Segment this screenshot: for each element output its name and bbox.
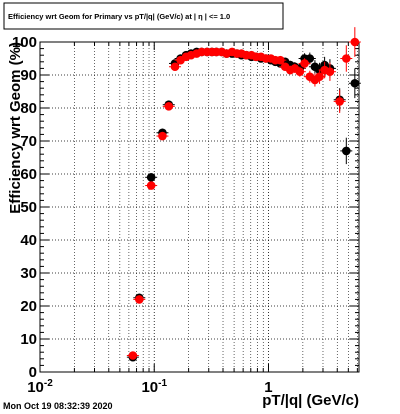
- chart-title: Efficiency wrt Geom for Primary vs pT/|q…: [8, 12, 230, 21]
- grid-lines: [40, 42, 359, 372]
- data-point: [158, 131, 167, 141]
- data-point: [170, 62, 180, 72]
- x-tick-label: 10-2: [27, 378, 53, 396]
- y-tick-label: 40: [20, 232, 37, 249]
- data-point: [335, 97, 344, 106]
- data-point: [164, 102, 174, 111]
- y-tick-label: 90: [20, 67, 37, 84]
- data-point: [146, 173, 156, 182]
- y-tick-label: 70: [20, 133, 37, 150]
- y-tick-label: 50: [20, 199, 37, 216]
- data-point: [325, 67, 335, 76]
- chart-title-box: Efficiency wrt Geom for Primary vs pT/|q…: [3, 2, 284, 30]
- y-tick-label: 60: [20, 166, 37, 183]
- data-point: [276, 55, 285, 65]
- y-tick-label: 80: [20, 100, 37, 117]
- x-tick-label: 1: [264, 379, 272, 396]
- y-tick-label: 0: [29, 364, 37, 381]
- y-tick-label: 10: [20, 331, 37, 348]
- data-point: [295, 67, 305, 76]
- data-point: [315, 72, 324, 81]
- series-red: [126, 27, 361, 360]
- data-point: [342, 54, 351, 63]
- data-points: [126, 27, 361, 362]
- x-tick-label: 10-1: [141, 378, 167, 396]
- data-point: [342, 146, 351, 156]
- data-point: [350, 78, 360, 88]
- y-tick-label: 20: [20, 298, 37, 315]
- data-point: [300, 59, 309, 68]
- y-tick-label: 30: [20, 265, 37, 282]
- y-tick-label: 100: [12, 34, 37, 51]
- data-point: [128, 351, 138, 360]
- data-point: [135, 295, 144, 304]
- timestamp-label: Mon Oct 19 08:32:39 2020: [3, 401, 113, 411]
- data-point: [146, 181, 156, 190]
- x-axis-title: pT/|q| (GeV/c): [262, 392, 359, 409]
- y-axis-title: Efficiency wrt Geom (%): [7, 42, 24, 214]
- x-axis-ticks: 10-2 10-1 1: [27, 42, 358, 396]
- data-point: [350, 37, 360, 47]
